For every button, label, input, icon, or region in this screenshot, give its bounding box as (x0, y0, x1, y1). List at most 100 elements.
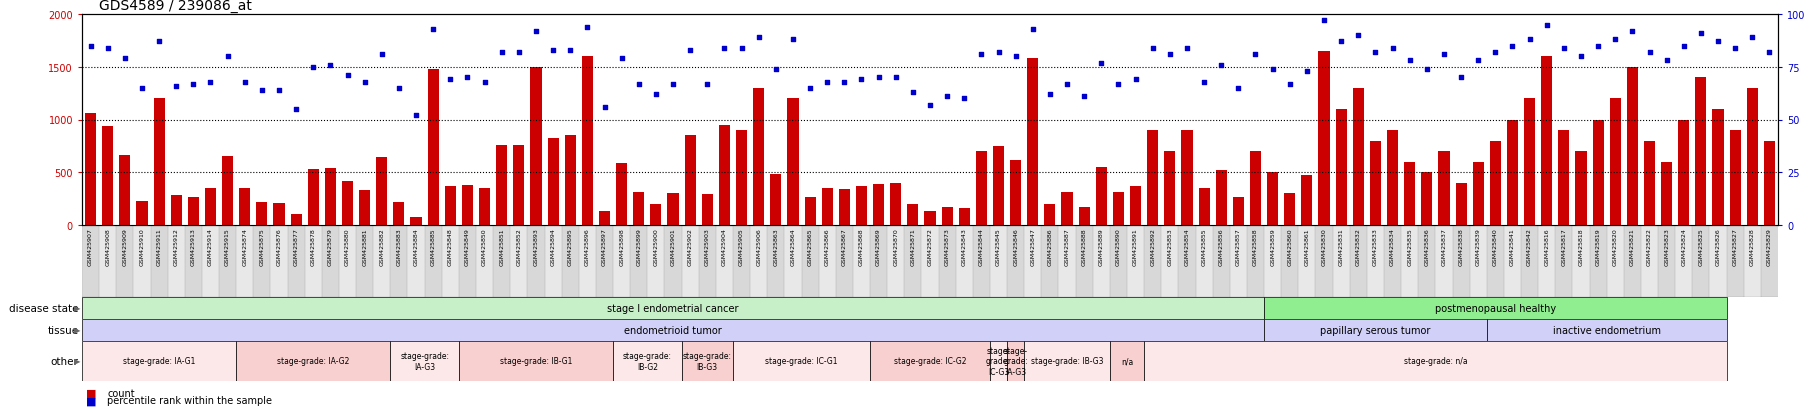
Bar (493, 225, 511, 297)
Text: GSM425842: GSM425842 (1527, 228, 1533, 266)
Point (1498, 43, 1527, 50)
Bar (1131, 187, 1142, 225)
Text: GSM425902: GSM425902 (687, 228, 693, 266)
Point (1309, 18, 1338, 25)
Bar (253, 225, 271, 297)
Bar (1024, 341, 1109, 381)
Text: GSM425915: GSM425915 (225, 228, 231, 265)
Text: GSM425836: GSM425836 (1423, 228, 1429, 265)
Point (1653, 58, 1682, 64)
Bar (818, 225, 836, 297)
Text: GSM425825: GSM425825 (1698, 228, 1703, 265)
Bar (153, 99, 165, 225)
Text: GSM425880: GSM425880 (345, 228, 351, 265)
Text: stage-grade: IC-G2: stage-grade: IC-G2 (894, 357, 965, 366)
Text: GSM425882: GSM425882 (380, 228, 384, 265)
Bar (1027, 59, 1038, 225)
Text: GSM425908: GSM425908 (105, 228, 111, 265)
Point (933, 94, 962, 100)
Text: GSM425838: GSM425838 (1458, 228, 1463, 265)
Text: disease state: disease state (9, 303, 78, 313)
Text: inactive endometrium: inactive endometrium (1553, 325, 1660, 335)
Point (762, 66, 791, 73)
Bar (545, 225, 562, 297)
Bar (1523, 99, 1534, 225)
Bar (771, 175, 782, 225)
Text: GSM425899: GSM425899 (636, 228, 642, 266)
Bar (478, 189, 491, 225)
Bar (373, 225, 391, 297)
Point (351, 79, 380, 85)
Point (882, 75, 911, 81)
Text: endometrioid tumor: endometrioid tumor (624, 325, 722, 335)
Text: GSM425866: GSM425866 (825, 228, 829, 265)
Bar (1198, 189, 1209, 225)
Text: GSM425877: GSM425877 (295, 228, 298, 266)
Bar (736, 131, 747, 225)
Bar (838, 190, 849, 225)
Point (709, 45, 738, 52)
Text: GSM425873: GSM425873 (945, 228, 949, 266)
Bar (613, 341, 682, 381)
Text: GSM425818: GSM425818 (1578, 228, 1583, 265)
Text: GSM425817: GSM425817 (1562, 228, 1567, 265)
Bar (1473, 162, 1483, 225)
Point (847, 77, 876, 83)
Text: GSM425856: GSM425856 (1218, 228, 1224, 265)
Bar (458, 225, 476, 297)
Text: GSM425885: GSM425885 (431, 228, 436, 265)
Text: GSM425906: GSM425906 (756, 228, 762, 265)
Bar (1713, 110, 1723, 225)
Point (316, 62, 345, 69)
Text: GSM425868: GSM425868 (858, 228, 864, 265)
Text: GSM425884: GSM425884 (413, 228, 418, 265)
Text: GSM425853: GSM425853 (1167, 228, 1173, 265)
Bar (582, 57, 593, 225)
Bar (1251, 152, 1262, 225)
Text: GSM425827: GSM425827 (1733, 228, 1738, 266)
Text: GSM425846: GSM425846 (1013, 228, 1018, 265)
Text: GSM425913: GSM425913 (191, 228, 196, 266)
Point (1018, 26, 1047, 33)
Bar (1456, 183, 1467, 225)
Bar (891, 183, 902, 225)
Text: GSM425901: GSM425901 (671, 228, 676, 265)
Bar (733, 225, 751, 297)
Point (1122, 77, 1151, 83)
Point (1549, 45, 1578, 52)
Text: GSM425867: GSM425867 (842, 228, 847, 265)
Text: ▶: ▶ (75, 304, 80, 313)
Point (402, 113, 431, 119)
Bar (393, 202, 404, 225)
Text: GSM425883: GSM425883 (396, 228, 402, 265)
Point (813, 79, 842, 85)
Bar (202, 225, 218, 297)
Point (1138, 45, 1167, 52)
Bar (562, 225, 578, 297)
Text: GSM425886: GSM425886 (1047, 228, 1053, 265)
Text: GSM425897: GSM425897 (602, 228, 607, 266)
Text: ■: ■ (85, 395, 96, 406)
Text: ▶: ▶ (75, 326, 80, 335)
Point (607, 56, 636, 62)
Point (591, 104, 620, 111)
Bar (100, 225, 116, 297)
Bar (82, 225, 100, 297)
Bar (907, 204, 918, 225)
Bar (1011, 160, 1022, 225)
Bar (1763, 141, 1774, 225)
Bar (1109, 225, 1127, 297)
Bar (647, 225, 664, 297)
Text: GSM425843: GSM425843 (962, 228, 967, 266)
Text: GSM425824: GSM425824 (1682, 228, 1687, 266)
Text: GSM425840: GSM425840 (1493, 228, 1498, 265)
Bar (956, 225, 973, 297)
Point (967, 52, 996, 58)
Bar (1213, 225, 1229, 297)
Point (556, 47, 585, 54)
Bar (1336, 110, 1347, 225)
Text: stage-grade: IB-G3: stage-grade: IB-G3 (1031, 357, 1104, 366)
Text: stage-grade: IB-G1: stage-grade: IB-G1 (500, 357, 573, 366)
Text: GSM425863: GSM425863 (773, 228, 778, 265)
Bar (325, 169, 336, 225)
